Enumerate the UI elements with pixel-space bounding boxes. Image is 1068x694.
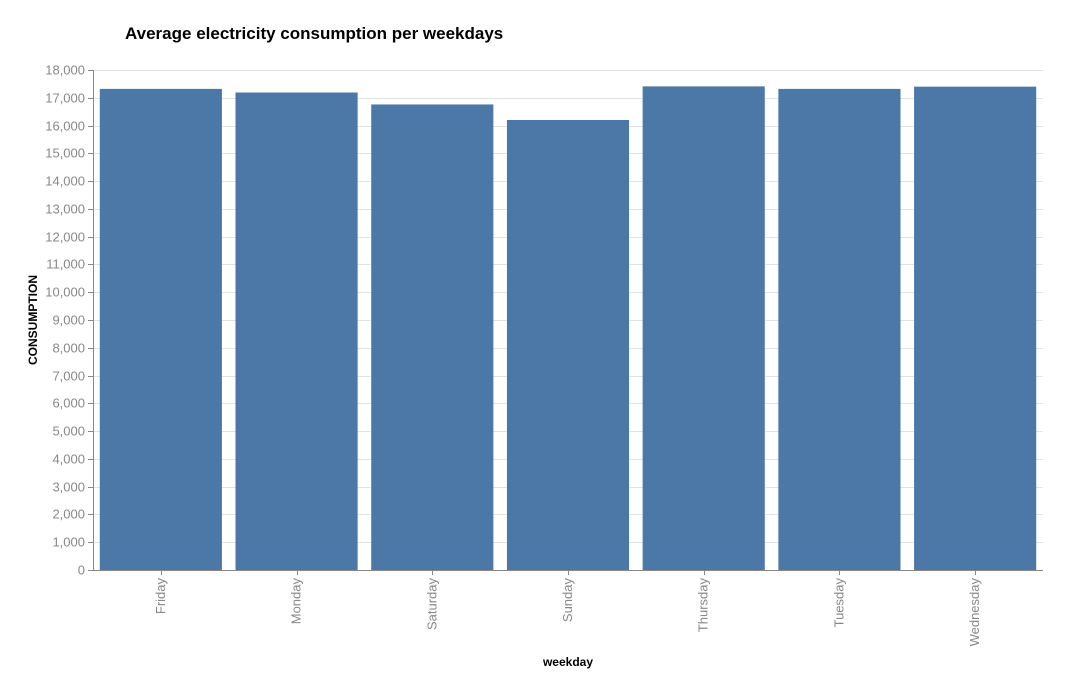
- y-tick-label: 4,000: [52, 452, 85, 467]
- y-tick-label: 13,000: [45, 202, 85, 217]
- bar-sunday: [506, 120, 630, 570]
- y-axis: 0 1,000 2,000 3,000 4,000 5,000 6,000 7,000 8,00…: [45, 63, 94, 578]
- y-tick-label: 2,000: [52, 507, 85, 522]
- x-tick-label: Monday: [289, 578, 304, 625]
- y-tick-label: 17,000: [45, 91, 85, 106]
- y-tick-label: 12,000: [45, 230, 85, 245]
- y-tick-label: 6,000: [52, 396, 85, 411]
- y-tick-label: 9,000: [52, 313, 85, 328]
- y-tick-label: 11,000: [46, 257, 85, 272]
- y-tick-label: 18,000: [45, 63, 85, 78]
- x-axis: Friday Monday Saturday Sunday Thursday Tuesda…: [93, 570, 1043, 646]
- y-tick-label: 7,000: [52, 369, 85, 384]
- x-axis-title: weekday: [542, 655, 593, 669]
- x-tick-label: Wednesday: [967, 578, 982, 647]
- bar-wednesday: [914, 86, 1037, 571]
- bar-tuesday: [778, 88, 901, 570]
- y-tick-label: 1,000: [52, 535, 85, 550]
- x-tick-label: Saturday: [424, 578, 439, 631]
- x-tick-label: Tuesday: [831, 578, 846, 628]
- x-tick-label: Friday: [153, 578, 168, 615]
- y-tick-label: 3,000: [52, 480, 85, 495]
- bar-saturday: [371, 104, 494, 570]
- x-tick-label: Sunday: [560, 578, 575, 623]
- y-tick-label: 5,000: [52, 424, 85, 439]
- y-axis-title: CONSUMPTION: [26, 275, 40, 365]
- bar-friday: [99, 88, 222, 570]
- y-tick-label: 10,000: [45, 285, 85, 300]
- y-tick-label: 16,000: [45, 119, 85, 134]
- y-tick-label: 8,000: [52, 341, 85, 356]
- bar-thursday: [642, 86, 765, 570]
- bar-monday: [235, 92, 358, 570]
- y-tick-label: 14,000: [45, 174, 85, 189]
- bars: [99, 86, 1037, 571]
- x-tick-label: Thursday: [696, 578, 711, 633]
- y-tick-label: 0: [78, 563, 85, 578]
- y-tick-label: 15,000: [45, 146, 85, 161]
- chart-title: Average electricity consumption per week…: [125, 24, 503, 43]
